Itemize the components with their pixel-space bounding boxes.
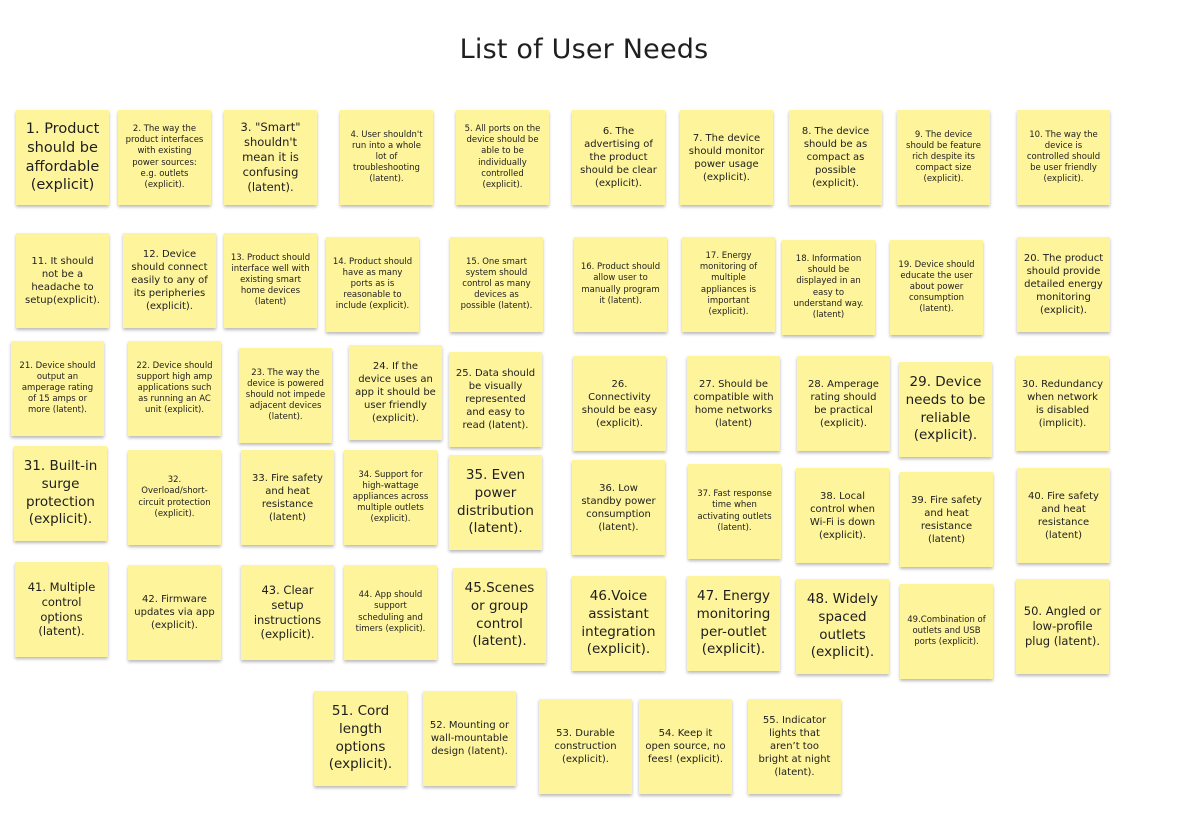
sticky-note-19[interactable]: 19. Device should educate the user about… [890, 240, 983, 335]
sticky-note-54[interactable]: 54. Keep it open source, no fees! (expli… [639, 699, 732, 794]
sticky-note-39[interactable]: 39. Fire safety and heat resistance (lat… [900, 472, 993, 567]
sticky-note-43[interactable]: 43. Clear setup instructions (explicit). [241, 565, 334, 660]
sticky-note-5[interactable]: 5. All ports on the device should be abl… [456, 110, 549, 205]
sticky-note-18[interactable]: 18. Information should be displayed in a… [782, 240, 875, 335]
sticky-note-7[interactable]: 7. The device should monitor power usage… [680, 110, 773, 205]
sticky-note-15[interactable]: 15. One smart system should control as m… [450, 237, 543, 332]
board-title: List of User Needs [459, 34, 709, 65]
sticky-note-8[interactable]: 8. The device should be as compact as po… [789, 110, 882, 205]
sticky-note-25[interactable]: 25. Data should be visually represented … [449, 352, 542, 447]
sticky-note-52[interactable]: 52. Mounting or wall-mountable design (l… [423, 691, 516, 786]
sticky-note-4[interactable]: 4. User shouldn't run into a whole lot o… [340, 110, 433, 205]
sticky-note-21[interactable]: 21. Device should output an amperage rat… [11, 341, 104, 436]
sticky-note-2[interactable]: 2. The way the product interfaces with e… [118, 110, 211, 205]
sticky-note-35[interactable]: 35. Even power distribution (latent). [449, 455, 542, 550]
sticky-note-46[interactable]: 46.Voice assistant integration (explicit… [572, 576, 665, 671]
sticky-note-3[interactable]: 3. "Smart" shouldn't mean it is confusin… [224, 110, 317, 205]
sticky-note-26[interactable]: 26. Connectivity should be easy (explici… [573, 356, 666, 451]
sticky-note-30[interactable]: 30. Redundancy when network is disabled … [1016, 356, 1109, 451]
sticky-note-32[interactable]: 32. Overload/short-circuit protection (e… [128, 450, 221, 545]
sticky-note-50[interactable]: 50. Angled or low-profile plug (latent). [1016, 579, 1109, 674]
sticky-note-33[interactable]: 33. Fire safety and heat resistance (lat… [241, 450, 334, 545]
sticky-note-24[interactable]: 24. If the device uses an app it should … [349, 345, 442, 440]
sticky-note-14[interactable]: 14. Product should have as many ports as… [326, 237, 419, 332]
sticky-note-23[interactable]: 23. The way the device is powered should… [239, 348, 332, 443]
sticky-note-45[interactable]: 45.Scenes or group control (latent). [453, 568, 546, 663]
sticky-note-13[interactable]: 13. Product should interface well with e… [224, 233, 317, 328]
sticky-note-47[interactable]: 47. Energy monitoring per-outlet (explic… [687, 576, 780, 671]
sticky-note-34[interactable]: 34. Support for high-wattage appliances … [344, 450, 437, 545]
sticky-note-27[interactable]: 27. Should be compatible with home netwo… [687, 356, 780, 451]
sticky-note-29[interactable]: 29. Device needs to be reliable (explici… [899, 362, 992, 457]
sticky-note-49[interactable]: 49.Combination of outlets and USB ports … [900, 584, 993, 679]
sticky-note-22[interactable]: 22. Device should support high amp appli… [128, 341, 221, 436]
sticky-note-6[interactable]: 6. The advertising of the product should… [572, 110, 665, 205]
sticky-note-48[interactable]: 48. Widely spaced outlets (explicit). [796, 579, 889, 674]
sticky-note-16[interactable]: 16. Product should allow user to manuall… [574, 237, 667, 332]
sticky-note-55[interactable]: 55. Indicator lights that aren’t too bri… [748, 699, 841, 794]
sticky-note-40[interactable]: 40. Fire safety and heat resistance (lat… [1017, 468, 1110, 563]
sticky-note-17[interactable]: 17. Energy monitoring of multiple applia… [682, 237, 775, 332]
sticky-note-11[interactable]: 11. It should not be a headache to setup… [16, 233, 109, 328]
sticky-note-12[interactable]: 12. Device should connect easily to any … [123, 233, 216, 328]
sticky-note-20[interactable]: 20. The product should provide detailed … [1017, 237, 1110, 332]
sticky-note-28[interactable]: 28. Amperage rating should be practical … [797, 356, 890, 451]
sticky-note-1[interactable]: 1. Product should be affordable (explici… [16, 110, 109, 205]
sticky-note-41[interactable]: 41. Multiple control options (latent). [15, 562, 108, 657]
sticky-note-51[interactable]: 51. Cord length options (explicit). [314, 691, 407, 786]
sticky-note-9[interactable]: 9. The device should be feature rich des… [897, 110, 990, 205]
sticky-note-31[interactable]: 31. Built-in surge protection (explicit)… [14, 446, 107, 541]
sticky-note-36[interactable]: 36. Low standby power consumption (laten… [572, 460, 665, 555]
sticky-note-10[interactable]: 10. The way the device is controlled sho… [1017, 110, 1110, 205]
sticky-note-38[interactable]: 38. Local control when Wi-Fi is down (ex… [796, 468, 889, 563]
sticky-note-37[interactable]: 37. Fast response time when activating o… [688, 464, 781, 559]
sticky-note-53[interactable]: 53. Durable construction (explicit). [539, 699, 632, 794]
sticky-note-42[interactable]: 42. Firmware updates via app (explicit). [128, 565, 221, 660]
sticky-note-44[interactable]: 44. App should support scheduling and ti… [344, 565, 437, 660]
